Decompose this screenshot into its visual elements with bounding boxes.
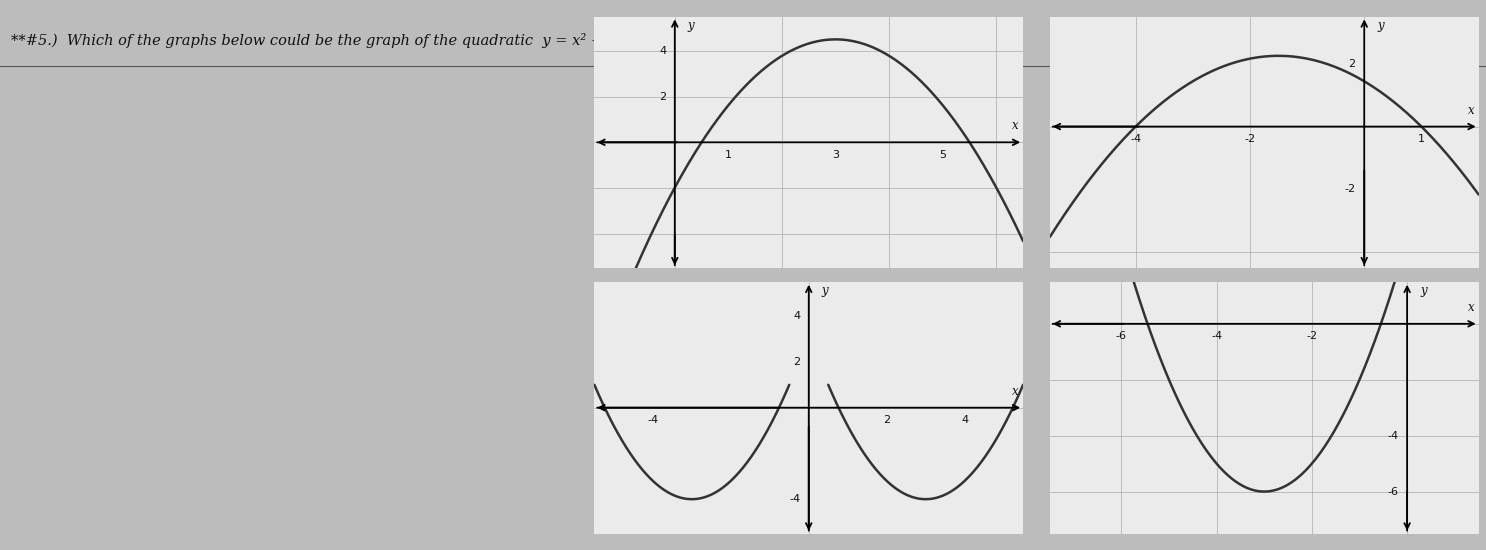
Text: y: y	[822, 284, 828, 298]
Text: -6: -6	[1388, 487, 1398, 497]
Text: x: x	[1012, 384, 1019, 398]
Text: y: y	[1378, 19, 1383, 32]
Text: 2: 2	[794, 357, 799, 367]
Text: 2: 2	[1349, 59, 1355, 69]
Text: -4: -4	[648, 415, 658, 425]
Text: **#5.)  Which of the graphs below could be the graph of the quadratic  y = x² + : **#5.) Which of the graphs below could b…	[12, 33, 817, 48]
Text: 5: 5	[939, 150, 947, 160]
Text: y: y	[1421, 284, 1427, 298]
Text: -2: -2	[1345, 184, 1355, 195]
Text: -6: -6	[1116, 331, 1126, 342]
Text: x: x	[1468, 301, 1474, 314]
Text: 4: 4	[794, 311, 799, 321]
Text: 2: 2	[883, 415, 890, 425]
Text: x: x	[1012, 119, 1019, 132]
Text: 4: 4	[660, 46, 666, 56]
Text: -2: -2	[1244, 134, 1256, 144]
Text: -4: -4	[1211, 331, 1221, 342]
Text: 1: 1	[1418, 134, 1425, 144]
Text: -4: -4	[1388, 431, 1398, 441]
Text: -4: -4	[1129, 134, 1141, 144]
Text: x: x	[1468, 103, 1474, 117]
Text: 4: 4	[961, 415, 969, 425]
Text: -4: -4	[789, 494, 799, 504]
Text: 2: 2	[660, 91, 666, 102]
Text: -2: -2	[1306, 331, 1318, 342]
Text: y: y	[688, 19, 694, 32]
Text: 3: 3	[832, 150, 840, 160]
Text: 1: 1	[725, 150, 733, 160]
